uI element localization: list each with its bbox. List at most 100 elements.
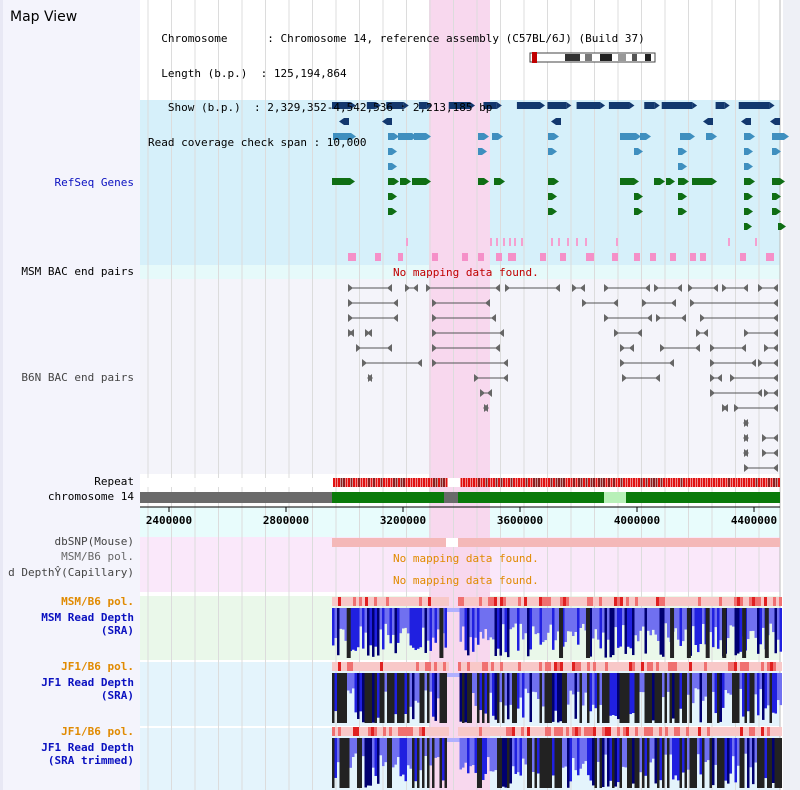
repeat-element (735, 478, 738, 487)
bac-end (655, 374, 660, 382)
repeat-element (583, 478, 585, 487)
jf1-trimmed-depth-bar (532, 738, 535, 772)
depth-saturated (674, 673, 677, 723)
jf1-trimmed-depth-bar (434, 738, 437, 758)
bac-end (656, 314, 661, 322)
gap-region (140, 492, 332, 503)
msm-depth-bar (452, 608, 455, 612)
jf1-trimmed-depth-bar (459, 738, 462, 770)
bac-end (654, 284, 659, 292)
jf1-polymorphism-bin (554, 662, 557, 671)
repeat-element (380, 478, 383, 487)
depth-saturated (482, 673, 485, 723)
msm-depth-bar (589, 608, 592, 657)
msm-polymorphism-bin (509, 597, 512, 606)
msm-depth-bar (349, 608, 352, 652)
gene-arrow (482, 148, 487, 155)
repeat-element (665, 478, 668, 487)
jf1-depth-bar (582, 673, 585, 706)
jf1-depth-bar (437, 673, 440, 699)
gene-arrow (350, 178, 355, 185)
jf1-polymorphism-bin (743, 662, 746, 671)
jf1-trimmed-depth-bar (409, 738, 412, 769)
gene-arrow (392, 193, 397, 200)
msm-polymorphism-bin (533, 597, 536, 606)
msm-polymorphism-bin (386, 597, 389, 606)
repeat-element (740, 478, 743, 487)
jf1-polymorphism-bin (362, 662, 365, 671)
repeat-element (655, 478, 658, 487)
jf1-polymorphism-bin (368, 727, 371, 736)
repeat-element (675, 478, 678, 487)
jf1-trimmed-depth-bar (734, 738, 737, 783)
jf1-polymorphism-bin (503, 662, 506, 671)
highlight-region (429, 0, 490, 790)
msm-polymorphism-bin (632, 597, 635, 606)
depth-saturated (549, 673, 552, 723)
jf1-polymorphism-bin (653, 662, 656, 671)
jf1-polymorphism-bin (347, 662, 350, 671)
mrna-block (700, 253, 706, 261)
depth-saturated (339, 673, 342, 723)
repeat-element (548, 478, 550, 487)
bac-end (499, 329, 504, 337)
repeat-element (390, 478, 393, 487)
jf1-polymorphism-bin (557, 662, 560, 671)
jf1-depth-bar (702, 673, 705, 701)
repeat-element (600, 478, 603, 487)
refseq-gene (478, 178, 484, 185)
jf1-polymorphism-bin (773, 662, 776, 671)
jf1-depth-bar (394, 673, 397, 715)
msm-depth-bar (569, 608, 572, 632)
refseq-gene (494, 178, 500, 185)
depth-saturated (644, 673, 647, 723)
msm-depth-bar (357, 608, 360, 648)
jf1-trimmed-depth-bar (382, 738, 385, 767)
repeat-element (575, 478, 578, 487)
msm-depth-bar (522, 608, 525, 640)
msm-polymorphism-bin (623, 597, 626, 606)
bac-end (503, 374, 508, 382)
msm-depth-bar (632, 608, 635, 656)
repeat-element (340, 478, 343, 487)
jf1-depth-bar (517, 673, 520, 709)
jf1-depth-bar (739, 673, 742, 689)
depth-saturated (467, 673, 470, 723)
repeat-element (705, 478, 708, 487)
msm-depth-bar (554, 608, 557, 641)
jf1-polymorphism-bin (698, 727, 701, 736)
bac-end (348, 299, 353, 307)
jf1-polymorphism-bin (332, 662, 335, 671)
jf1-polymorphism-bin (614, 727, 617, 736)
jf1-depth-bar (534, 673, 537, 693)
msm-depth-bar (644, 608, 647, 654)
repeat-element (505, 478, 508, 487)
jf1-polymorphism-bin (740, 662, 743, 671)
msm-polymorphism-bin (479, 597, 482, 606)
msm-polymorphism-bin (737, 597, 740, 606)
depth-saturated (422, 738, 425, 788)
jf1-polymorphism-bin (431, 727, 434, 736)
jf1-depth-bar (457, 673, 460, 677)
gene-arrow (498, 133, 503, 140)
msm-depth-bar (602, 608, 605, 633)
msm-polymorphism-bin (530, 597, 533, 606)
bac-end (349, 329, 354, 337)
jf1-polymorphism-bin (587, 662, 590, 671)
msm-depth-bar (597, 608, 600, 640)
bac-end (614, 329, 619, 337)
msm-depth-bar (374, 608, 377, 647)
depth-saturated (604, 673, 607, 723)
depth-saturated (752, 673, 755, 723)
jf1-polymorphism-bin (482, 662, 485, 671)
jf1-polymorphism-bin (731, 727, 734, 736)
repeat-element (773, 478, 775, 487)
depth-saturated (442, 673, 445, 723)
jf1-polymorphism-bin (473, 662, 476, 671)
jf1-polymorphism-bin (584, 662, 587, 671)
jf1-polymorphism-bin (398, 662, 401, 671)
depth-saturated (344, 673, 347, 723)
jf1-polymorphism-bin (632, 662, 635, 671)
repeat-element (708, 478, 710, 487)
jf1-trimmed-depth-bar (492, 738, 495, 772)
